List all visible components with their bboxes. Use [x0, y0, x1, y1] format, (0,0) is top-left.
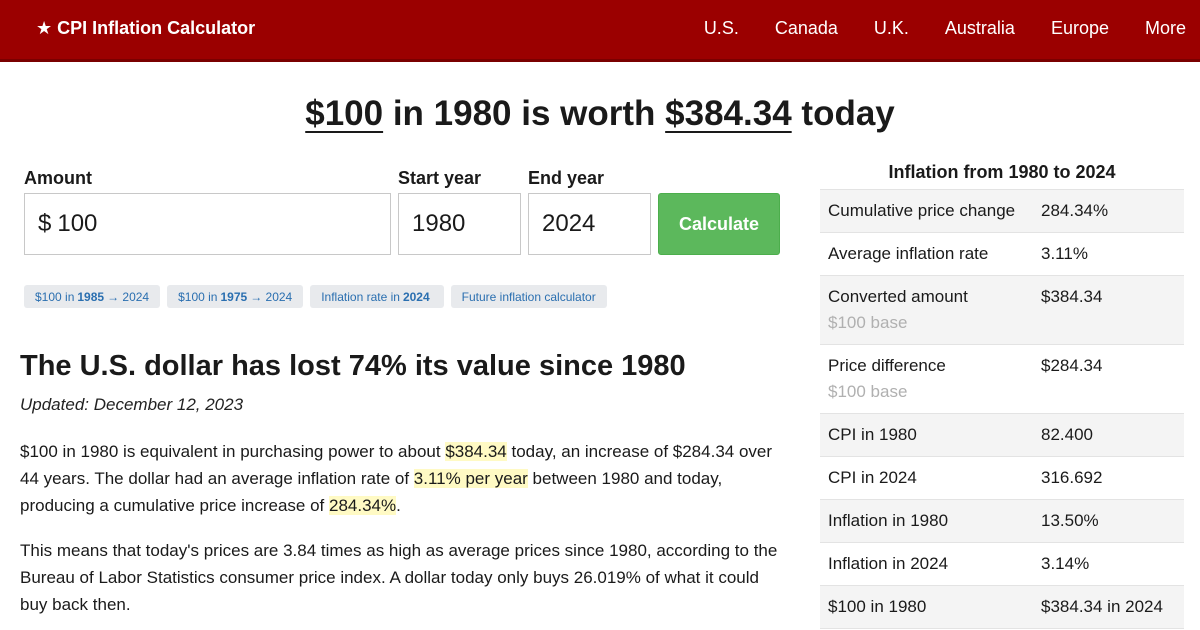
amount-value: 100: [57, 210, 98, 237]
article-heading: The U.S. dollar has lost 74% its value s…: [20, 350, 686, 382]
row-sublabel: $100 base: [828, 313, 908, 332]
explanation-paragraph: This means that today's prices are 3.84 …: [20, 541, 778, 614]
country-nav: U.S. Canada U.K. Australia Europe More: [668, 18, 1186, 39]
row-label-group: Converted amount $100 base: [820, 276, 1033, 344]
headline-amount: $100: [305, 94, 384, 133]
chip-inflation-rate[interactable]: Inflation rate in 2024: [310, 285, 444, 308]
table-row: Price difference $100 base $284.34: [820, 345, 1184, 414]
end-year-label: End year: [528, 168, 605, 188]
row-value: 82.400: [1041, 425, 1093, 444]
row-value: 316.692: [1041, 468, 1103, 487]
end-year-value: 2024: [542, 210, 596, 237]
row-label-group: Price difference $100 base: [820, 345, 1033, 413]
table-row: Cumulative price change 284.34%: [820, 190, 1184, 233]
highlight-value: $384.34: [445, 442, 507, 461]
end-year-input[interactable]: 2024: [528, 193, 651, 255]
headline-value: $384.34: [665, 94, 792, 133]
top-navbar: ★ CPI Inflation Calculator U.S. Canada U…: [0, 0, 1200, 62]
row-value: 3.11%: [1041, 244, 1088, 263]
chip-year: 2024: [402, 289, 430, 304]
inflation-summary-table: Cumulative price change 284.34% Average …: [820, 189, 1184, 629]
highlight-cumulative: 284.34%: [329, 496, 397, 515]
row-value: $284.34: [1041, 356, 1103, 375]
row-label: Average inflation rate: [828, 244, 989, 263]
row-label: Cumulative price change: [828, 201, 1016, 220]
row-label: Price difference: [828, 356, 946, 375]
row-label: Inflation in 1980: [828, 511, 949, 530]
row-value: $384.34 in 2024: [1041, 597, 1163, 616]
nav-us[interactable]: U.S.: [703, 18, 739, 38]
para-text: $100 in 1980 is equivalent in purchasing…: [20, 442, 446, 461]
brand-link[interactable]: ★ CPI Inflation Calculator: [36, 18, 256, 38]
amount-label: Amount: [24, 168, 92, 188]
table-row: Inflation in 2024 3.14%: [820, 543, 1184, 586]
updated-date: Updated: December 12, 2023: [20, 395, 244, 414]
chip-year: 1985: [77, 289, 105, 304]
row-label: Converted amount: [828, 287, 968, 306]
result-headline: $100 in 1980 is worth $384.34 today: [0, 94, 1200, 134]
currency-symbol: $: [38, 210, 52, 237]
headline-mid: in 1980 is worth: [383, 94, 666, 133]
nav-more[interactable]: More: [1144, 18, 1186, 38]
table-row: Inflation in 1980 13.50%: [820, 500, 1184, 543]
para-text: .: [396, 496, 401, 515]
para-text: today, an increase of $284.34 over 44 ye…: [20, 442, 773, 488]
row-value: 3.14%: [1041, 554, 1090, 573]
table-row: CPI in 1980 82.400: [820, 414, 1184, 457]
chip-text: Future inflation calculator: [461, 289, 596, 304]
row-value: 13.50%: [1041, 511, 1099, 530]
row-label: CPI in 1980: [828, 425, 917, 444]
row-sublabel: $100 base: [828, 382, 908, 401]
table-row: $100 in 1980 $384.34 in 2024: [820, 586, 1184, 629]
start-year-label: Start year: [398, 168, 482, 188]
table-row: Average inflation rate 3.11%: [820, 233, 1184, 276]
nav-canada[interactable]: Canada: [774, 18, 838, 38]
headline-end: today: [791, 94, 895, 133]
nav-australia[interactable]: Australia: [944, 18, 1015, 38]
row-label: $100 in 1980: [828, 597, 927, 616]
chip-text: $100 in: [35, 289, 75, 304]
chip-1975[interactable]: $100 in 1975 → 2024: [167, 285, 304, 308]
nav-uk[interactable]: U.K.: [873, 18, 909, 38]
amount-input[interactable]: $ 100: [24, 193, 391, 255]
para-text: between 1980 and today, producing a cumu…: [20, 469, 723, 515]
quick-links: $100 in 1985 → 2024 $100 in 1975 → 2024 Infl…: [24, 285, 614, 308]
chip-text: → 2024: [107, 289, 150, 304]
calculate-button[interactable]: Calculate: [658, 193, 780, 255]
summary-paragraph: $100 in 1980 is equivalent in purchasing…: [20, 438, 790, 519]
sidebar-title: Inflation from 1980 to 2024: [888, 162, 1116, 182]
table-row: CPI in 2024 316.692: [820, 457, 1184, 500]
start-year-value: 1980: [412, 210, 466, 237]
highlight-rate: 3.11% per year: [413, 469, 528, 488]
row-value: $384.34: [1041, 287, 1103, 306]
row-label: CPI in 2024: [828, 468, 917, 487]
chip-future-calculator[interactable]: Future inflation calculator: [450, 285, 607, 308]
chip-1985[interactable]: $100 in 1985 → 2024: [24, 285, 161, 308]
chip-text: Inflation rate in: [321, 289, 400, 304]
chip-year: 1975: [220, 289, 248, 304]
chip-text: $100 in: [178, 289, 218, 304]
start-year-input[interactable]: 1980: [398, 193, 521, 255]
table-row: Converted amount $100 base $384.34: [820, 276, 1184, 345]
chip-text: → 2024: [250, 289, 293, 304]
row-label: Inflation in 2024: [828, 554, 949, 573]
nav-europe[interactable]: Europe: [1050, 18, 1109, 38]
row-value: 284.34%: [1041, 201, 1109, 220]
